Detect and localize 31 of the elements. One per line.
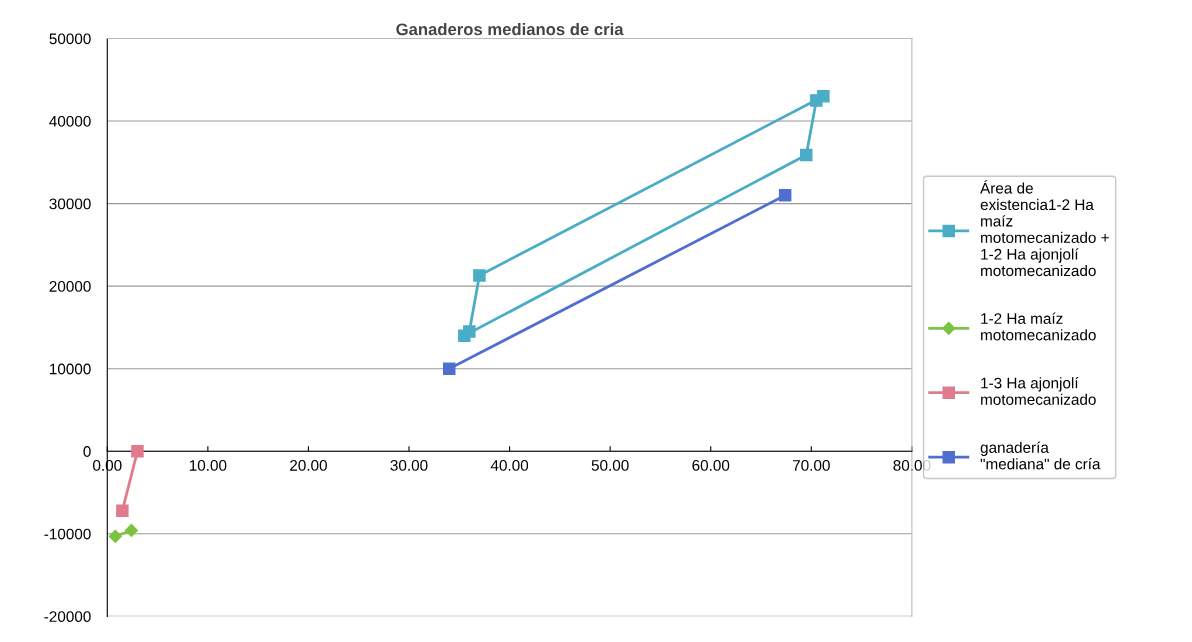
x-tick-label: 60.00 [692, 459, 730, 471]
y-tick-label: 30000 [49, 198, 91, 210]
point [778, 189, 792, 202]
point [124, 523, 139, 538]
point [463, 325, 476, 338]
point [817, 90, 830, 103]
y-tick-label: 50000 [49, 33, 91, 45]
y-tick-label: 20000 [49, 281, 91, 292]
x-tick-label: 70.00 [792, 459, 830, 471]
x-tick-label: 20.00 [290, 459, 327, 471]
point [442, 362, 456, 375]
x-tick-label: 10.00 [189, 459, 227, 471]
x-tick-label: 50.00 [591, 459, 629, 471]
x-tick-label: 40.00 [490, 459, 529, 471]
y-tick-label: -10000 [44, 528, 91, 540]
y-tick-label: 40000 [49, 115, 91, 127]
chart-title: Ganaderos medianos de cria [396, 22, 624, 36]
legend-label: Área de existencia1-2 Ha maíz motomecanizado + 1-2 Ha ajonjolí motomecanizado [980, 180, 1109, 277]
point [800, 148, 813, 162]
x-tick-label: 80.00 [893, 459, 931, 471]
legend-label: ganadería "mediana" de cría [980, 441, 1101, 470]
legend-label: 1-2 Ha maíz motomecanizado [981, 312, 1096, 341]
point [108, 529, 122, 543]
y-tick-label: 10000 [49, 363, 91, 375]
y-tick-label: -20000 [44, 611, 91, 623]
x-tick-label: 30.00 [390, 459, 428, 471]
y-tick-label: 0 [83, 446, 91, 457]
point [131, 444, 144, 458]
legend-label: 1-3 Ha ajonjolí motomecanizado [981, 377, 1096, 405]
point [473, 269, 486, 282]
point [116, 504, 129, 517]
